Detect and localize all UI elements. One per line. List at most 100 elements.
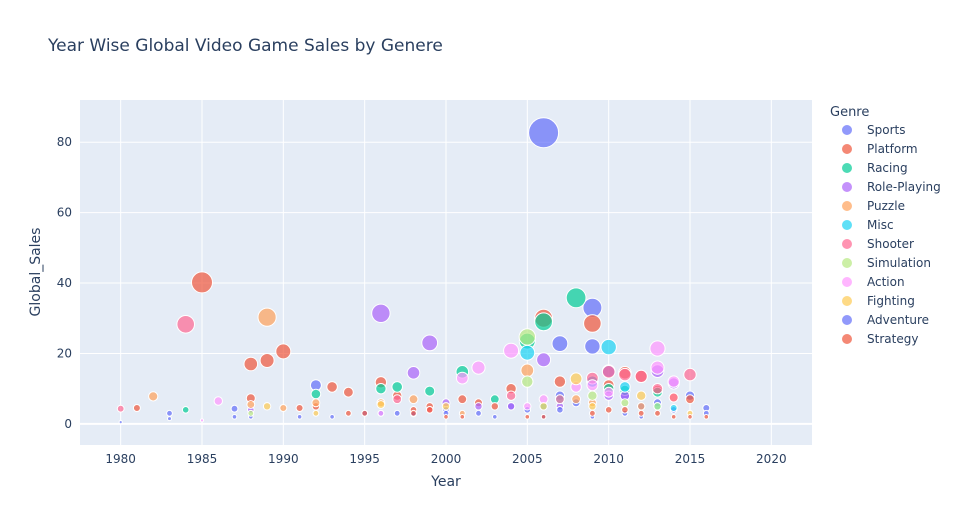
data-point[interactable]: [474, 402, 483, 411]
data-point[interactable]: [393, 409, 401, 417]
data-point[interactable]: [654, 409, 661, 417]
data-point[interactable]: [649, 340, 666, 357]
data-point[interactable]: [503, 342, 520, 359]
data-point[interactable]: [296, 414, 303, 420]
data-point[interactable]: [556, 406, 564, 414]
data-point[interactable]: [231, 414, 238, 420]
legend-item-sports[interactable]: Sports: [841, 123, 906, 137]
data-point[interactable]: [243, 356, 259, 372]
data-point[interactable]: [539, 402, 548, 411]
data-point[interactable]: [213, 396, 224, 406]
data-point[interactable]: [551, 335, 569, 353]
data-point[interactable]: [118, 420, 123, 425]
data-point[interactable]: [601, 365, 616, 379]
data-point[interactable]: [247, 409, 255, 417]
data-point[interactable]: [471, 360, 486, 375]
data-point[interactable]: [571, 394, 581, 405]
data-point[interactable]: [540, 414, 547, 420]
data-point[interactable]: [406, 366, 421, 380]
data-point[interactable]: [345, 409, 352, 417]
legend-item-adventure[interactable]: Adventure: [841, 313, 930, 327]
data-point[interactable]: [167, 416, 172, 422]
data-point[interactable]: [257, 307, 277, 327]
data-point[interactable]: [703, 414, 710, 420]
data-point[interactable]: [519, 344, 536, 361]
data-point[interactable]: [457, 394, 468, 405]
data-point[interactable]: [230, 404, 239, 413]
data-point[interactable]: [583, 314, 602, 333]
data-point[interactable]: [424, 385, 436, 397]
data-point[interactable]: [637, 402, 646, 411]
data-point[interactable]: [410, 409, 417, 417]
data-point[interactable]: [669, 404, 678, 412]
data-point[interactable]: [505, 390, 517, 401]
data-point[interactable]: [166, 409, 173, 417]
data-point[interactable]: [586, 379, 599, 392]
data-point[interactable]: [475, 409, 482, 417]
data-point[interactable]: [637, 409, 645, 417]
data-point[interactable]: [262, 402, 272, 411]
data-point[interactable]: [587, 390, 598, 401]
data-point[interactable]: [520, 363, 535, 378]
data-point[interactable]: [132, 404, 141, 412]
data-point[interactable]: [619, 381, 631, 393]
data-point[interactable]: [421, 334, 439, 352]
data-point[interactable]: [687, 414, 693, 420]
legend-item-platform[interactable]: Platform: [841, 142, 918, 156]
data-point[interactable]: [565, 287, 587, 309]
data-point[interactable]: [391, 381, 404, 393]
data-point[interactable]: [295, 404, 304, 412]
data-point[interactable]: [326, 381, 338, 393]
data-point[interactable]: [492, 414, 498, 420]
data-point[interactable]: [523, 402, 532, 411]
legend-item-misc[interactable]: Misc: [841, 218, 894, 232]
data-point[interactable]: [604, 406, 613, 414]
data-point[interactable]: [176, 315, 195, 334]
data-point[interactable]: [668, 392, 679, 403]
data-point[interactable]: [408, 394, 419, 405]
data-point[interactable]: [425, 406, 434, 414]
data-point[interactable]: [618, 367, 632, 382]
data-point[interactable]: [343, 386, 354, 398]
data-point[interactable]: [524, 414, 531, 420]
data-point[interactable]: [392, 394, 403, 405]
data-point[interactable]: [376, 400, 386, 409]
data-point[interactable]: [600, 338, 617, 356]
data-point[interactable]: [455, 371, 469, 385]
data-point[interactable]: [588, 402, 597, 411]
data-point[interactable]: [191, 271, 213, 294]
data-point[interactable]: [589, 409, 596, 417]
data-point[interactable]: [620, 398, 630, 408]
data-point[interactable]: [375, 383, 387, 395]
data-point[interactable]: [199, 418, 205, 423]
data-point[interactable]: [569, 372, 583, 386]
data-point[interactable]: [534, 312, 553, 332]
data-point[interactable]: [259, 353, 275, 368]
legend-item-puzzle[interactable]: Puzzle: [841, 199, 905, 213]
data-point[interactable]: [553, 375, 567, 388]
legend-item-racing[interactable]: Racing: [841, 161, 908, 175]
legend-item-strategy[interactable]: Strategy: [841, 332, 919, 346]
data-point[interactable]: [621, 406, 629, 414]
data-point[interactable]: [685, 394, 695, 405]
data-point[interactable]: [246, 400, 256, 409]
data-point[interactable]: [459, 414, 466, 420]
legend-item-fighting[interactable]: Fighting: [841, 294, 915, 308]
data-point[interactable]: [521, 375, 534, 388]
data-point[interactable]: [441, 402, 451, 411]
data-point[interactable]: [536, 352, 552, 368]
data-point[interactable]: [651, 383, 664, 395]
data-point[interactable]: [653, 402, 662, 411]
data-point[interactable]: [518, 328, 536, 346]
data-point[interactable]: [506, 402, 516, 411]
data-point[interactable]: [528, 117, 560, 149]
data-point[interactable]: [148, 391, 159, 402]
legend-item-action[interactable]: Action: [841, 275, 905, 289]
data-point[interactable]: [116, 404, 125, 413]
data-point[interactable]: [667, 375, 680, 388]
data-point[interactable]: [310, 388, 322, 400]
data-point[interactable]: [603, 386, 615, 398]
data-point[interactable]: [312, 409, 320, 417]
data-point[interactable]: [634, 369, 648, 383]
data-point[interactable]: [670, 414, 677, 420]
